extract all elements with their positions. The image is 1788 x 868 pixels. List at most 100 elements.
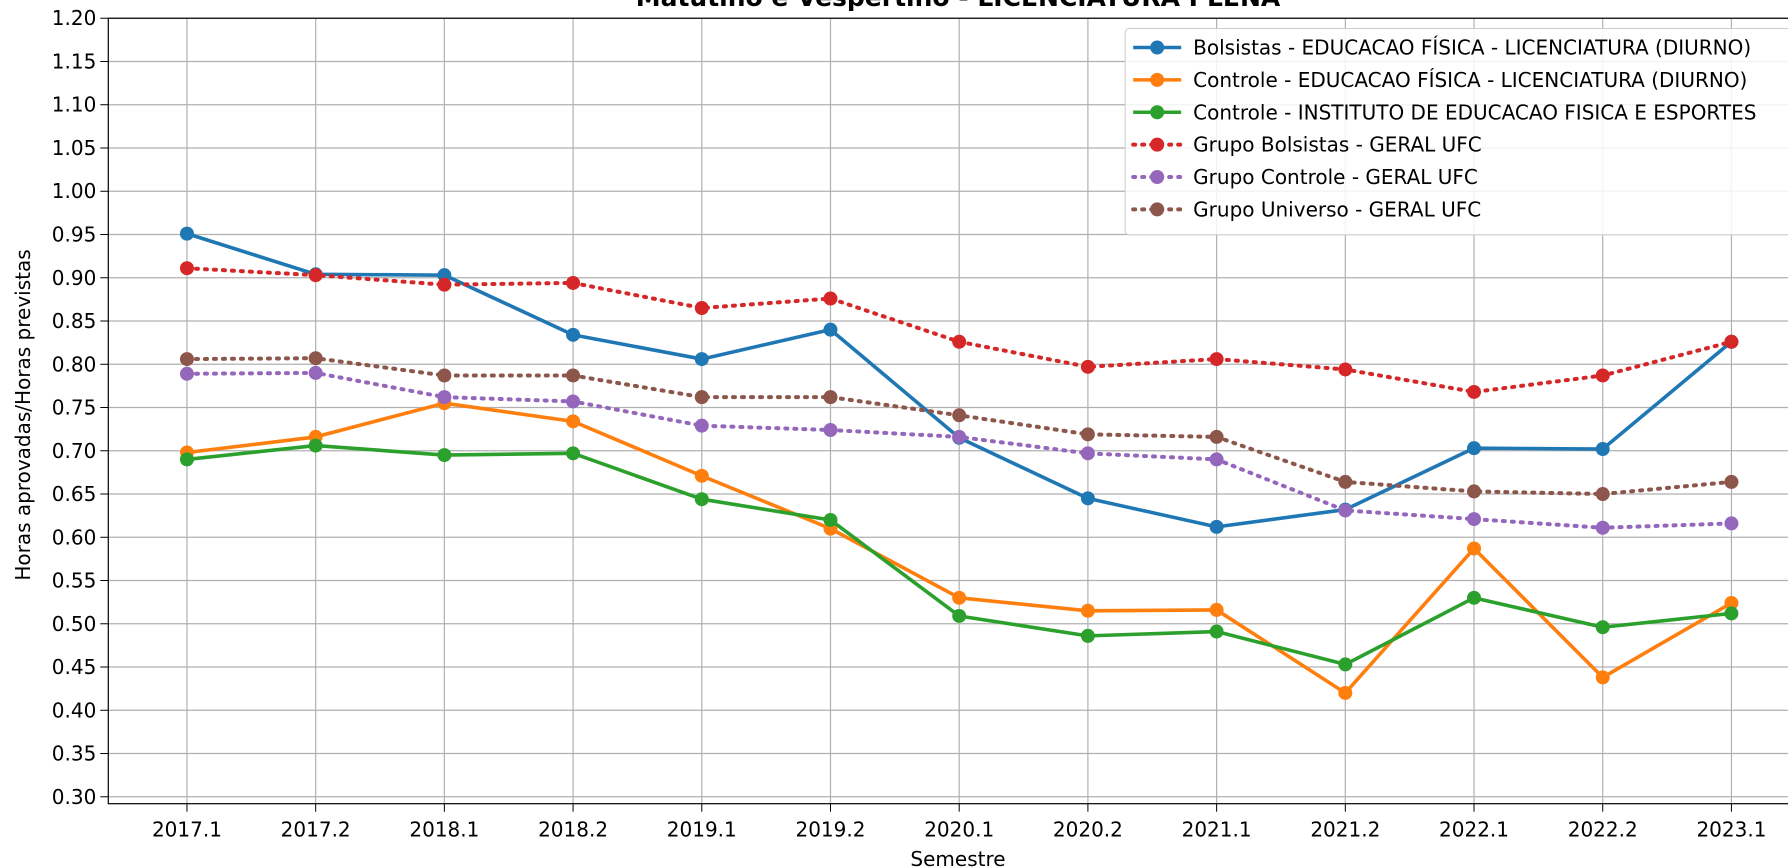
data-point	[823, 423, 838, 438]
data-point	[437, 368, 452, 383]
legend-label: Controle - EDUCACAO FÍSICA - LICENCIATUR…	[1193, 68, 1747, 92]
data-point	[308, 268, 323, 283]
data-point	[1467, 590, 1482, 605]
data-point	[566, 368, 581, 383]
data-point	[1467, 384, 1482, 399]
y-tick-label: 0.65	[52, 482, 97, 506]
y-tick-label: 0.85	[52, 309, 97, 333]
legend-marker	[1150, 170, 1165, 185]
data-point	[308, 365, 323, 380]
x-tick-label: 2019.1	[667, 818, 737, 842]
y-tick-label: 0.95	[52, 223, 97, 247]
data-point	[1080, 628, 1095, 643]
y-tick-label: 1.10	[52, 93, 97, 117]
x-tick-label: 2021.1	[1182, 818, 1252, 842]
data-point	[694, 418, 709, 433]
data-point	[179, 352, 194, 367]
data-point	[1209, 352, 1224, 367]
data-point	[1595, 620, 1610, 635]
legend-marker	[1150, 40, 1165, 55]
data-point	[1209, 452, 1224, 467]
chart-title: Matutino e Vespertino - LICENCIATURA PLE…	[636, 0, 1281, 12]
data-point	[1724, 474, 1739, 489]
data-point	[694, 492, 709, 507]
x-tick-label: 2020.1	[924, 818, 994, 842]
data-point	[1467, 541, 1482, 556]
data-point	[308, 351, 323, 366]
legend-label: Grupo Bolsistas - GERAL UFC	[1193, 133, 1482, 157]
y-tick-label: 0.40	[52, 698, 97, 722]
y-tick-label: 0.70	[52, 439, 97, 463]
data-point	[1724, 334, 1739, 349]
data-point	[179, 366, 194, 381]
y-tick-label: 1.00	[52, 179, 97, 203]
data-point	[1338, 685, 1353, 700]
data-point	[1595, 368, 1610, 383]
data-point	[1595, 670, 1610, 685]
legend-box	[1124, 28, 1788, 236]
data-point	[179, 452, 194, 467]
data-point	[1467, 441, 1482, 456]
data-point	[179, 226, 194, 241]
data-point	[179, 261, 194, 276]
data-point	[1209, 602, 1224, 617]
data-point	[437, 448, 452, 463]
data-point	[694, 301, 709, 316]
legend-marker	[1150, 202, 1165, 217]
y-axis-label: Horas aprovadas/Horas previstas	[11, 249, 35, 580]
data-point	[694, 352, 709, 367]
y-tick-label: 1.20	[52, 6, 97, 30]
data-point	[1209, 429, 1224, 444]
data-point	[1595, 487, 1610, 502]
x-tick-label: 2020.2	[1053, 818, 1123, 842]
legend-label: Grupo Universo - GERAL UFC	[1193, 197, 1481, 221]
data-point	[694, 468, 709, 483]
data-point	[1724, 606, 1739, 621]
data-point	[437, 390, 452, 405]
legend-marker	[1150, 105, 1165, 120]
data-point	[1467, 484, 1482, 499]
data-point	[823, 291, 838, 306]
y-tick-label: 1.05	[52, 136, 97, 160]
data-point	[1338, 362, 1353, 377]
data-point	[952, 334, 967, 349]
x-tick-label: 2021.2	[1310, 818, 1380, 842]
data-point	[1080, 491, 1095, 506]
x-tick-label: 2017.1	[152, 818, 222, 842]
y-tick-label: 0.75	[52, 396, 97, 420]
data-point	[1595, 442, 1610, 457]
x-tick-label: 2022.2	[1568, 818, 1638, 842]
legend-label: Controle - INSTITUTO DE EDUCACAO FISICA …	[1193, 100, 1756, 124]
y-tick-label: 0.35	[52, 742, 97, 766]
data-point	[1724, 596, 1739, 611]
data-point	[952, 408, 967, 423]
x-axis-label: Semestre	[910, 847, 1005, 868]
data-point	[1338, 503, 1353, 518]
data-point	[566, 414, 581, 429]
x-tick-label: 2018.2	[538, 818, 608, 842]
data-point	[1338, 474, 1353, 489]
y-tick-label: 0.60	[52, 525, 97, 549]
legend-label: Grupo Controle - GERAL UFC	[1193, 165, 1478, 189]
x-tick-label: 2017.2	[281, 818, 351, 842]
data-point	[566, 275, 581, 290]
data-point	[1467, 512, 1482, 527]
plot-frame	[107, 17, 1788, 805]
data-point	[308, 438, 323, 453]
y-tick-label: 0.30	[52, 785, 97, 809]
data-point	[952, 590, 967, 605]
legend-label: Bolsistas - EDUCACAO FÍSICA - LICENCIATU…	[1193, 36, 1751, 60]
y-tick-label: 0.55	[52, 569, 97, 593]
data-point	[1209, 624, 1224, 639]
legend-marker	[1150, 137, 1165, 152]
legend-marker	[1150, 72, 1165, 87]
data-point	[1080, 427, 1095, 442]
data-point	[566, 446, 581, 461]
data-point	[1080, 446, 1095, 461]
data-point	[823, 390, 838, 405]
y-tick-label: 0.90	[52, 266, 97, 290]
data-point	[823, 512, 838, 527]
data-point	[566, 327, 581, 342]
data-point	[1080, 603, 1095, 618]
